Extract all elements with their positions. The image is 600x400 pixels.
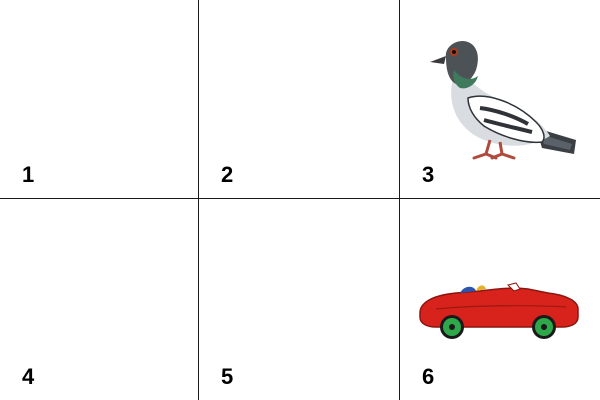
- grid-cell-3: 3: [400, 0, 600, 199]
- grid-cell-6: 6: [400, 199, 600, 400]
- cell-number: 5: [221, 364, 234, 389]
- cell-number: 2: [221, 162, 234, 187]
- grid-cell-5: 5: [199, 199, 400, 400]
- grid-cell-4: 4: [0, 199, 199, 400]
- grid-cell-2: 2: [199, 0, 400, 199]
- red-car-image: [419, 282, 579, 339]
- cell-number: 6: [422, 364, 435, 389]
- cell-number: 4: [22, 364, 35, 389]
- cell-number: 1: [22, 162, 35, 187]
- grid-cell-1: 1: [0, 0, 199, 199]
- pigeon-image: [430, 40, 576, 160]
- cell-number: 3: [422, 162, 435, 187]
